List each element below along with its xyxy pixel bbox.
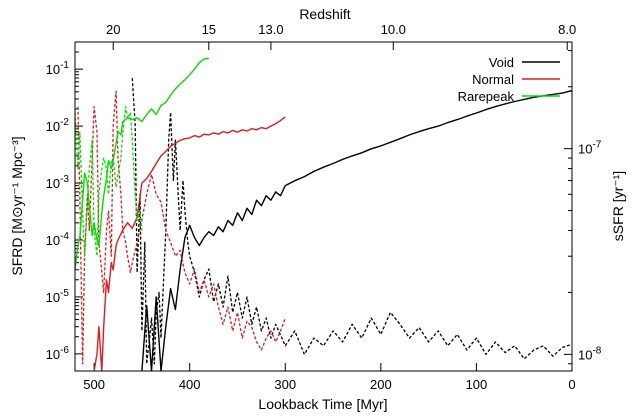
y-right-tick-label: 10-8	[578, 345, 602, 362]
plot-lines	[75, 57, 572, 371]
top-tick-label: 15	[202, 22, 216, 37]
axis-ticks: 500 400 300 200 100 0 20 15 13.0 10.0 8.0 10-6 10-5 1…	[46, 22, 602, 392]
y-left-tick-label: 10-4	[46, 231, 70, 248]
x-tick-label: 500	[83, 377, 105, 392]
series-void-ssfr-line	[131, 78, 572, 365]
series-rarepeak-sfrd-line	[75, 57, 209, 270]
top-tick-label: 8.0	[558, 22, 576, 37]
legend-label-rarepeak: Rarepeak	[458, 89, 515, 104]
x-tick-label: 300	[274, 377, 296, 392]
y-right-tick-label: 10-7	[578, 140, 602, 157]
y-left-tick-label: 10-5	[46, 288, 70, 305]
legend-label-normal: Normal	[472, 72, 514, 87]
y-axis-label-right: sSFR [yr⁻¹]	[610, 171, 626, 241]
y-left-tick-label: 10-6	[46, 345, 70, 362]
legend: Void Normal Rarepeak	[458, 55, 560, 104]
top-axis-label: Redshift	[299, 6, 350, 22]
x-axis-label: Lookback Time [Myr]	[258, 396, 387, 412]
series-void-sfrd-line	[141, 89, 572, 371]
top-tick-label: 10.0	[381, 22, 406, 37]
x-tick-label: 0	[568, 377, 575, 392]
y-axis-label-left: SFRD [M⊙yr⁻¹ Mpc⁻³]	[9, 136, 25, 275]
x-tick-label: 400	[179, 377, 201, 392]
x-tick-label: 200	[370, 377, 392, 392]
y-left-tick-label: 10-3	[46, 174, 70, 191]
plot-frame	[74, 41, 573, 372]
top-tick-label: 13.0	[258, 22, 283, 37]
series-normal-sfrd-line	[93, 116, 286, 371]
legend-label-void: Void	[489, 55, 514, 70]
x-tick-label: 100	[466, 377, 488, 392]
series-normal-ssfr-line	[77, 90, 286, 365]
series-rarepeak-ssfr-line	[75, 106, 143, 257]
y-left-tick-label: 10-1	[46, 60, 70, 77]
y-left-tick-label: 10-2	[46, 117, 70, 134]
top-tick-label: 20	[106, 22, 120, 37]
